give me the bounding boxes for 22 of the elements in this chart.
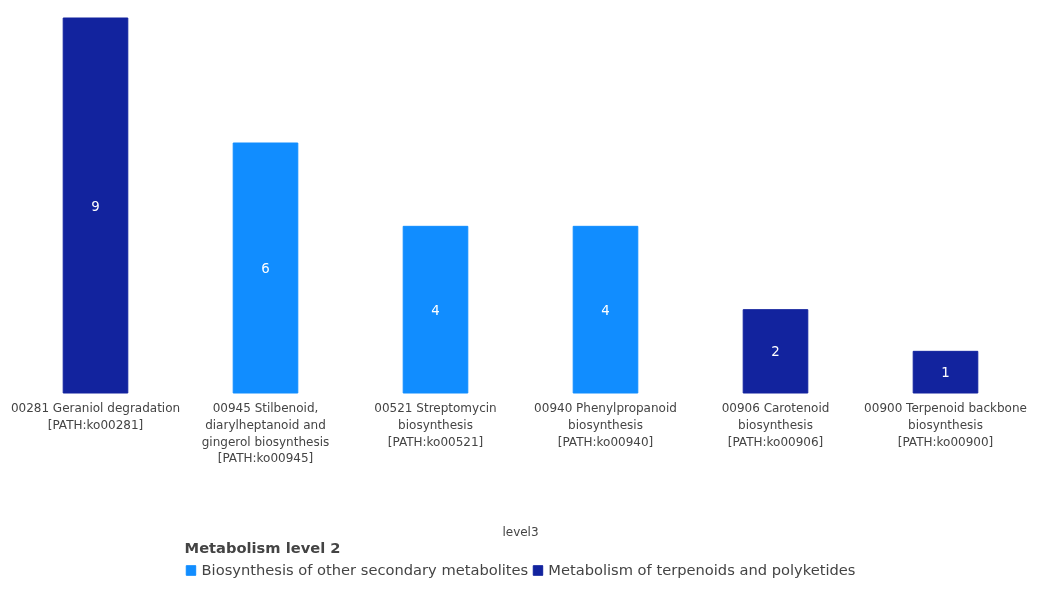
bar — [912, 350, 979, 394]
x-tick-label: 00900 Terpenoid backbone biosynthesis [PATH:ko00900] — [864, 401, 1027, 449]
x-tick-label: 00281 Geraniol degradation [PATH:ko00281] — [10, 401, 181, 432]
x-tick-label: 00940 Phenylpropanoid biosynthesis [PATH:ko00940] — [534, 401, 677, 449]
data-label: 1 — [941, 365, 950, 381]
data-label: 4 — [431, 302, 440, 318]
x-tick-label: 00945 Stilbenoid, diarylheptanoid and gingerol biosynthesis [PATH:ko00945] — [201, 401, 330, 466]
x-axis-title: level3 — [502, 525, 539, 540]
legend-label: Biosynthesis of other secondary metabolites — [201, 561, 529, 578]
data-label: 6 — [261, 261, 270, 276]
x-tick-label: 00521 Streptomycin biosynthesis [PATH:ko00521] — [374, 401, 497, 449]
data-label: 9 — [91, 198, 100, 214]
legend-title: Metabolism level 2 — [184, 539, 342, 556]
legend-label: Metabolism of terpenoids and polyketides — [548, 561, 856, 578]
bar — [62, 17, 129, 394]
bar — [742, 309, 809, 394]
data-label: 2 — [771, 344, 780, 360]
data-label: 4 — [601, 302, 610, 318]
bar — [402, 225, 469, 394]
bar — [232, 142, 299, 394]
bar — [572, 225, 639, 394]
x-tick-label: 00906 Carotenoid biosynthesis [PATH:ko00906] — [721, 401, 830, 449]
